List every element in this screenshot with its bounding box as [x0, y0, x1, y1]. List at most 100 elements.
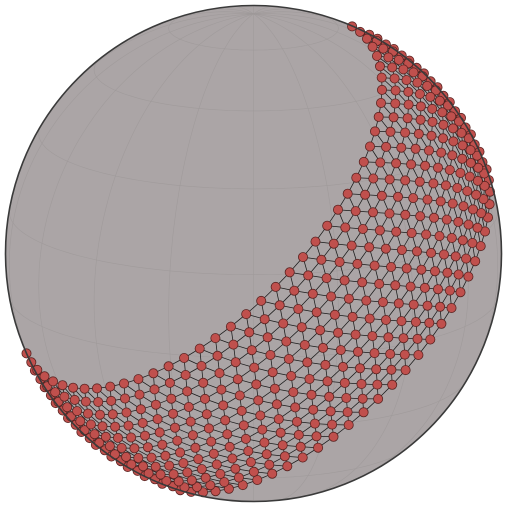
- mesh-node: [423, 145, 434, 156]
- mesh-node: [461, 253, 472, 264]
- mesh-node: [356, 378, 367, 389]
- mesh-node: [408, 299, 419, 310]
- mesh-node: [137, 417, 148, 428]
- mesh-node: [154, 427, 165, 438]
- mesh-node: [283, 353, 294, 364]
- mesh-node: [376, 84, 387, 95]
- mesh-node: [85, 419, 96, 430]
- mesh-node: [476, 208, 487, 219]
- mesh-node: [389, 73, 400, 84]
- mesh-node: [163, 361, 174, 372]
- mesh-node: [199, 393, 210, 404]
- mesh-node: [465, 157, 476, 168]
- mesh-node: [329, 309, 340, 320]
- mesh-node: [453, 269, 464, 280]
- mesh-node: [167, 408, 178, 419]
- mesh-node: [374, 278, 385, 289]
- mesh-node: [240, 433, 251, 444]
- mesh-node: [262, 332, 273, 343]
- mesh-node: [62, 402, 73, 413]
- mesh-node: [148, 368, 159, 379]
- mesh-node: [419, 282, 430, 293]
- mesh-node: [375, 157, 386, 168]
- mesh-node: [107, 409, 118, 420]
- mesh-node: [327, 419, 338, 430]
- mesh-node: [396, 142, 407, 153]
- mesh-node: [271, 399, 282, 410]
- mesh-node: [267, 367, 278, 378]
- mesh-node: [59, 391, 70, 402]
- mesh-node: [303, 270, 314, 281]
- mesh-node: [317, 342, 328, 353]
- mesh-node: [350, 206, 361, 217]
- mesh-node: [116, 442, 127, 453]
- mesh-node: [393, 54, 404, 65]
- mesh-node: [89, 429, 100, 440]
- mesh-node: [120, 393, 131, 404]
- mesh-node: [152, 414, 163, 425]
- mesh-node: [193, 454, 204, 465]
- mesh-node: [337, 361, 348, 372]
- mesh-node: [422, 81, 433, 92]
- mesh-node: [279, 451, 290, 462]
- mesh-node: [157, 439, 168, 450]
- mesh-node: [402, 113, 413, 124]
- mesh-node: [428, 178, 439, 189]
- mesh-node: [447, 198, 458, 209]
- mesh-node: [403, 86, 414, 97]
- mesh-node: [391, 226, 402, 237]
- mesh-node: [322, 376, 333, 387]
- mesh-node: [179, 352, 190, 363]
- mesh-node: [434, 231, 445, 242]
- mesh-node: [375, 98, 386, 109]
- mesh-node: [412, 333, 423, 344]
- mesh-node: [214, 368, 225, 379]
- mesh-node: [307, 288, 318, 299]
- mesh-node: [97, 421, 108, 432]
- mesh-node: [446, 232, 457, 243]
- mesh-node: [187, 430, 198, 441]
- mesh-node: [390, 85, 401, 96]
- mesh-node: [315, 325, 326, 336]
- mesh-node: [403, 99, 414, 110]
- mesh-node: [352, 346, 363, 357]
- mesh-node: [421, 229, 432, 240]
- mesh-node: [218, 400, 229, 411]
- mesh-node: [444, 164, 455, 175]
- mesh-node: [249, 362, 260, 373]
- mesh-node: [69, 394, 80, 405]
- mesh-node: [48, 376, 59, 387]
- mesh-node: [196, 360, 207, 371]
- mesh-node: [302, 357, 313, 368]
- mesh-node: [293, 429, 304, 440]
- mesh-node: [311, 431, 322, 442]
- mesh-node: [198, 377, 209, 388]
- mesh-node: [166, 393, 177, 404]
- mesh-node: [388, 112, 399, 123]
- mesh-node: [257, 424, 268, 435]
- mesh-node: [374, 61, 385, 72]
- mesh-node: [244, 327, 255, 338]
- mesh-node: [308, 404, 319, 415]
- mesh-node: [265, 349, 276, 360]
- mesh-node: [425, 91, 436, 102]
- mesh-node: [343, 419, 354, 430]
- mesh-node: [420, 160, 431, 171]
- mesh-node: [57, 380, 68, 391]
- mesh-node: [309, 418, 320, 429]
- mesh-node: [374, 225, 385, 236]
- mesh-node: [455, 287, 466, 298]
- mesh-node: [408, 193, 419, 204]
- mesh-node: [282, 461, 293, 472]
- mesh-node: [416, 264, 427, 275]
- mesh-node: [248, 466, 259, 477]
- mesh-node: [288, 387, 299, 398]
- mesh-node: [105, 381, 116, 392]
- mesh-node: [164, 460, 175, 471]
- mesh-node: [367, 207, 378, 218]
- mesh-node: [470, 256, 481, 267]
- mesh-node: [473, 162, 484, 173]
- mesh-node: [304, 373, 315, 384]
- mesh-node: [168, 469, 179, 480]
- mesh-node: [313, 442, 324, 453]
